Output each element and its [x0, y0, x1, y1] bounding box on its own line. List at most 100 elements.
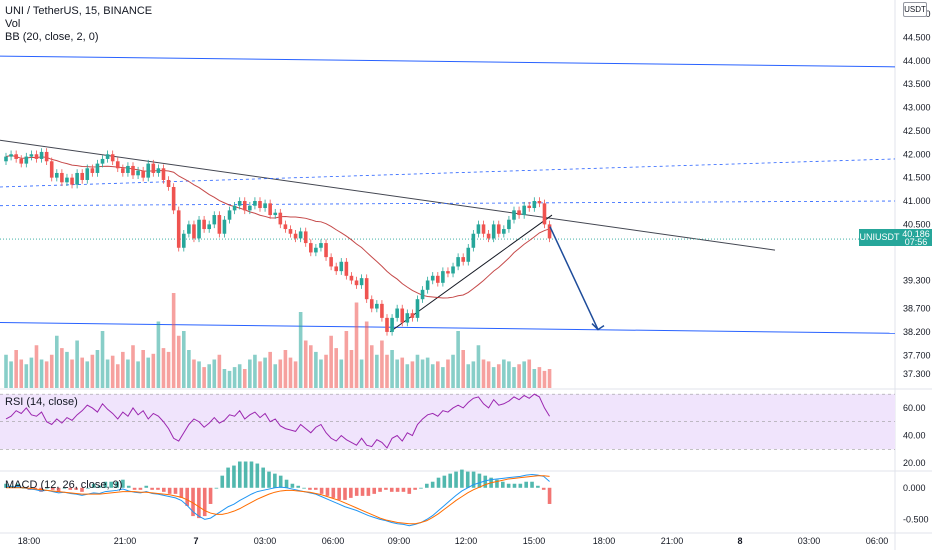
macd-histogram-bar: [524, 481, 528, 488]
candle-body: [171, 186, 176, 211]
volume-bar: [314, 351, 318, 388]
candle-body: [369, 299, 374, 309]
candle-body: [29, 154, 34, 157]
macd-histogram-bar: [384, 487, 388, 490]
dashed-level-line: [0, 158, 896, 188]
macd-histogram-bar: [232, 465, 236, 488]
time-tick-label: 15:00: [523, 536, 546, 546]
rising-support-line: [389, 214, 553, 333]
macd-histogram-bar: [267, 471, 271, 488]
macd-histogram-bar: [255, 463, 260, 488]
candle-body: [314, 247, 318, 253]
candle-body: [476, 224, 481, 234]
volume-bar: [65, 351, 69, 388]
candle-body: [131, 165, 135, 176]
candle-body: [288, 229, 293, 234]
volume-bar: [258, 361, 262, 388]
macd-histogram-bar: [483, 475, 488, 488]
volume-bar: [202, 367, 206, 388]
macd-histogram-bar: [156, 487, 160, 490]
candle-body: [121, 168, 125, 173]
price-tick-label: 42.500: [903, 126, 931, 136]
candle-body: [522, 205, 526, 216]
macd-histogram-bar: [202, 487, 207, 517]
price-tick-label: 38.700: [903, 304, 931, 314]
volume-bar: [461, 350, 465, 388]
rsi-legend[interactable]: RSI (14, close): [5, 396, 78, 408]
volume-bar: [502, 359, 506, 388]
volume-bar: [319, 359, 323, 388]
macd-histogram-bar: [465, 471, 470, 488]
candle-body: [466, 247, 471, 262]
volume-bar: [375, 354, 379, 388]
time-tick-label: 09:00: [388, 536, 411, 546]
candle-body: [502, 229, 506, 234]
candle-body: [395, 308, 399, 318]
candle-body: [364, 278, 369, 300]
macd-histogram-bar: [512, 483, 517, 488]
volume-indicator-label[interactable]: Vol: [5, 18, 21, 30]
time-tick-label: 12:00: [455, 536, 478, 546]
macd-histogram-bar: [337, 487, 341, 500]
volume-bar: [349, 350, 354, 388]
candle-body: [49, 161, 54, 178]
macd-histogram-bar: [325, 487, 330, 496]
volume-bar: [55, 335, 59, 388]
volume-bar: [527, 359, 532, 388]
macd-histogram-bar: [132, 487, 137, 490]
price-tick-label: 41.500: [903, 173, 931, 183]
price-tick-label: 37.700: [903, 350, 931, 360]
macd-histogram-bar: [541, 487, 546, 490]
price-tick-label: 44.500: [903, 32, 931, 42]
macd-histogram-bar: [214, 487, 219, 489]
volume-bar: [263, 357, 267, 388]
bollinger-bands-label[interactable]: BB (20, close, 2, 0): [5, 31, 99, 43]
volume-bar: [298, 312, 303, 388]
volume-bar: [486, 361, 491, 388]
macd-histogram-bar: [296, 485, 301, 488]
macd-histogram-bar: [372, 487, 377, 494]
macd-histogram-bar: [308, 487, 312, 490]
macd-histogram-bar: [4, 483, 8, 488]
macd-histogram-bar: [530, 481, 534, 488]
symbol-title[interactable]: UNI / TetherUS, 15, BINANCE: [5, 5, 153, 17]
volume-bar: [44, 361, 49, 388]
candle-body: [293, 233, 298, 239]
macd-histogram-bar: [395, 487, 400, 492]
volume-bar: [420, 359, 425, 388]
candle-body: [339, 261, 344, 272]
candle-body: [9, 154, 13, 157]
macd-histogram-bar: [290, 483, 295, 488]
candle-body: [446, 271, 450, 274]
volume-bar: [491, 367, 496, 388]
macd-histogram-bar: [208, 487, 213, 504]
volume-bar: [273, 364, 278, 388]
price-tick-label: 38.200: [903, 327, 931, 337]
price-tick-label: 40.500: [903, 219, 931, 229]
volume-bar: [192, 359, 196, 388]
candle-body: [298, 231, 303, 239]
volume-bar: [182, 331, 186, 388]
volume-bar: [34, 345, 39, 388]
macd-histogram-bar: [103, 481, 108, 488]
candle-body: [105, 154, 110, 159]
macd-histogram-bar: [436, 477, 441, 488]
volume-bar: [237, 364, 242, 388]
volume-bar: [90, 354, 95, 388]
volume-bar: [278, 359, 283, 388]
macd-histogram-bar: [354, 487, 359, 496]
volume-bar: [9, 361, 13, 388]
volume-bar: [293, 361, 298, 388]
candle-body: [192, 224, 196, 239]
time-tick-label: 7: [193, 536, 198, 546]
macd-tick-label: -0.500: [903, 514, 929, 524]
candle-body: [207, 224, 211, 230]
macd-legend[interactable]: MACD (12, 26, close, 9): [5, 479, 123, 491]
candle-body: [527, 205, 532, 209]
macd-histogram-bar: [425, 483, 429, 488]
currency-selector[interactable]: USDT: [903, 2, 927, 17]
volume-bar: [126, 359, 130, 388]
volume-bar: [369, 345, 374, 388]
macd-histogram-bar: [173, 487, 178, 494]
